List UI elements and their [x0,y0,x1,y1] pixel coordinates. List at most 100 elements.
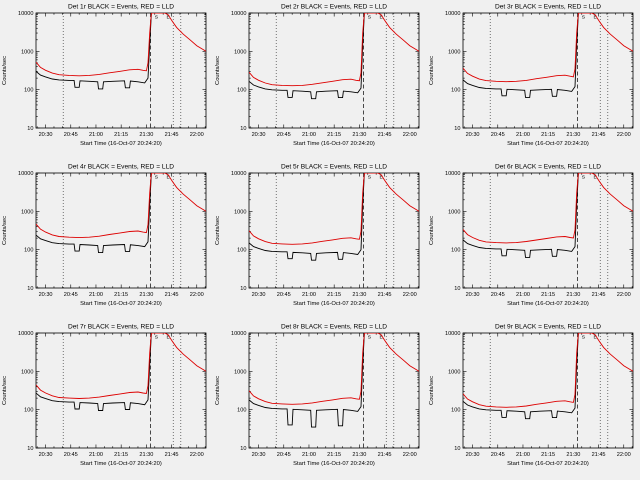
flare-flag: E [380,15,384,21]
reference-lines [276,333,395,448]
x-axis-label: Start Time (16-Oct-07 20:24:20) [294,461,376,467]
y-tick-label: 10 [27,286,33,292]
flare-flag: S [155,335,159,341]
x-axis-label: Start Time (16-Oct-07 20:24:20) [294,141,376,147]
y-axis-label: Counts/sec [2,56,8,85]
lld-series [462,333,633,408]
flare-flag: E [167,175,171,181]
y-tick-label: 100 [451,408,460,414]
panel-title: Det 5r BLACK = Events, RED = LLD [281,164,387,171]
x-axis-label: Start Time (16-Oct-07 20:24:20) [507,141,589,147]
axes [462,172,633,289]
x-tick-label: 20:30 [39,132,53,138]
x-tick-label: 22:00 [616,292,630,298]
flare-flag: S [581,15,585,21]
y-tick-label: 100 [238,88,247,94]
x-tick-label: 21:00 [302,452,316,458]
lld-series [249,13,420,87]
x-tick-label: 21:15 [541,132,555,138]
x-tick-label: 20:30 [252,132,266,138]
x-tick-label: 20:45 [490,452,504,458]
x-tick-label: 21:30 [139,292,153,298]
x-tick-label: 21:15 [328,292,342,298]
x-tick-label: 21:15 [541,452,555,458]
y-axis-label: Counts/sec [215,376,221,405]
reference-lines [62,333,182,448]
y-axis-label: Counts/sec [215,56,221,85]
lld-series [249,173,420,245]
y-tick-label: 10000 [445,171,461,177]
y-tick-label: 1000 [21,49,33,55]
events-series [249,173,382,261]
chart-svg: 10 100 1000 10000 20:30 20:45 21:00 21:15 21:30 2… [429,324,634,467]
x-tick-label: 22:00 [403,132,417,138]
x-tick-label: 20:45 [277,292,291,298]
x-tick-label: 20:45 [64,292,78,298]
reference-lines [276,173,395,288]
panel-title: Det 6r BLACK = Events, RED = LLD [495,164,601,171]
flare-flag: E [167,15,171,21]
panel-title: Det 9r BLACK = Events, RED = LLD [495,324,601,331]
y-tick-label: 10 [241,126,247,132]
series-group [35,13,206,90]
chart-panel-5: 10 100 1000 10000 20:30 20:45 21:00 21:15 21:30 2… [213,160,426,320]
y-tick-label: 1000 [448,369,460,375]
reference-lines [489,13,608,128]
lld-series [35,173,206,239]
events-series [462,173,595,258]
y-axis-label: Counts/sec [215,216,221,245]
lld-series [462,13,633,83]
y-tick-label: 10 [241,286,247,292]
chart-svg: 10 100 1000 10000 20:30 20:45 21:00 21:15 21:30 2… [215,4,420,147]
x-axis-label: Start Time (16-Oct-07 20:24:20) [80,141,162,147]
x-axis-label: Start Time (16-Oct-07 20:24:20) [80,461,162,467]
y-tick-label: 100 [24,248,33,254]
series-group [35,173,206,254]
x-tick-label: 21:15 [328,132,342,138]
x-tick-label: 20:30 [39,292,53,298]
lld-series [35,333,206,399]
x-tick-label: 21:30 [566,292,580,298]
x-tick-label: 20:30 [465,452,479,458]
flare-flag: E [380,175,384,181]
chart-svg: 10 100 1000 10000 20:30 20:45 21:00 21:15 21:30 2… [2,164,207,307]
x-tick-label: 21:15 [114,452,128,458]
y-tick-label: 100 [451,248,460,254]
lld-series [462,173,633,244]
series-group [462,13,633,98]
y-tick-label: 100 [238,408,247,414]
flare-flag: S [368,335,372,341]
x-tick-label: 20:30 [39,452,53,458]
y-tick-label: 10 [27,446,33,452]
panel-title: Det 7r BLACK = Events, RED = LLD [68,324,174,331]
x-axis-label: Start Time (16-Oct-07 20:24:20) [294,301,376,307]
x-tick-label: 21:30 [139,132,153,138]
y-tick-label: 100 [24,88,33,94]
flare-flag: S [155,15,159,21]
chart-panel-9: 10 100 1000 10000 20:30 20:45 21:00 21:15 21:30 2… [427,320,640,480]
y-tick-label: 100 [238,248,247,254]
y-tick-label: 10000 [231,331,247,337]
y-axis-label: Counts/sec [2,376,8,405]
x-tick-label: 21:45 [591,132,605,138]
chart-svg: 10 100 1000 10000 20:30 20:45 21:00 21:15 21:30 2… [2,324,207,467]
x-tick-label: 21:45 [165,292,179,298]
axes [249,12,420,129]
y-tick-label: 10 [27,126,33,132]
events-series [462,13,595,98]
y-tick-label: 100 [451,88,460,94]
x-tick-label: 21:15 [541,292,555,298]
y-axis-label: Counts/sec [429,216,435,245]
y-tick-label: 1000 [234,209,246,215]
x-tick-label: 21:00 [516,132,530,138]
x-tick-label: 21:15 [114,132,128,138]
chart-panel-3: 10 100 1000 10000 20:30 20:45 21:00 21:15 21:30 2… [427,0,640,160]
y-tick-label: 10 [454,286,460,292]
axes [35,172,206,289]
y-tick-label: 10000 [231,11,247,17]
axes [35,12,206,129]
x-tick-label: 21:45 [378,132,392,138]
x-tick-label: 21:30 [353,292,367,298]
chart-svg: 10 100 1000 10000 20:30 20:45 21:00 21:15 21:30 2… [2,4,207,147]
